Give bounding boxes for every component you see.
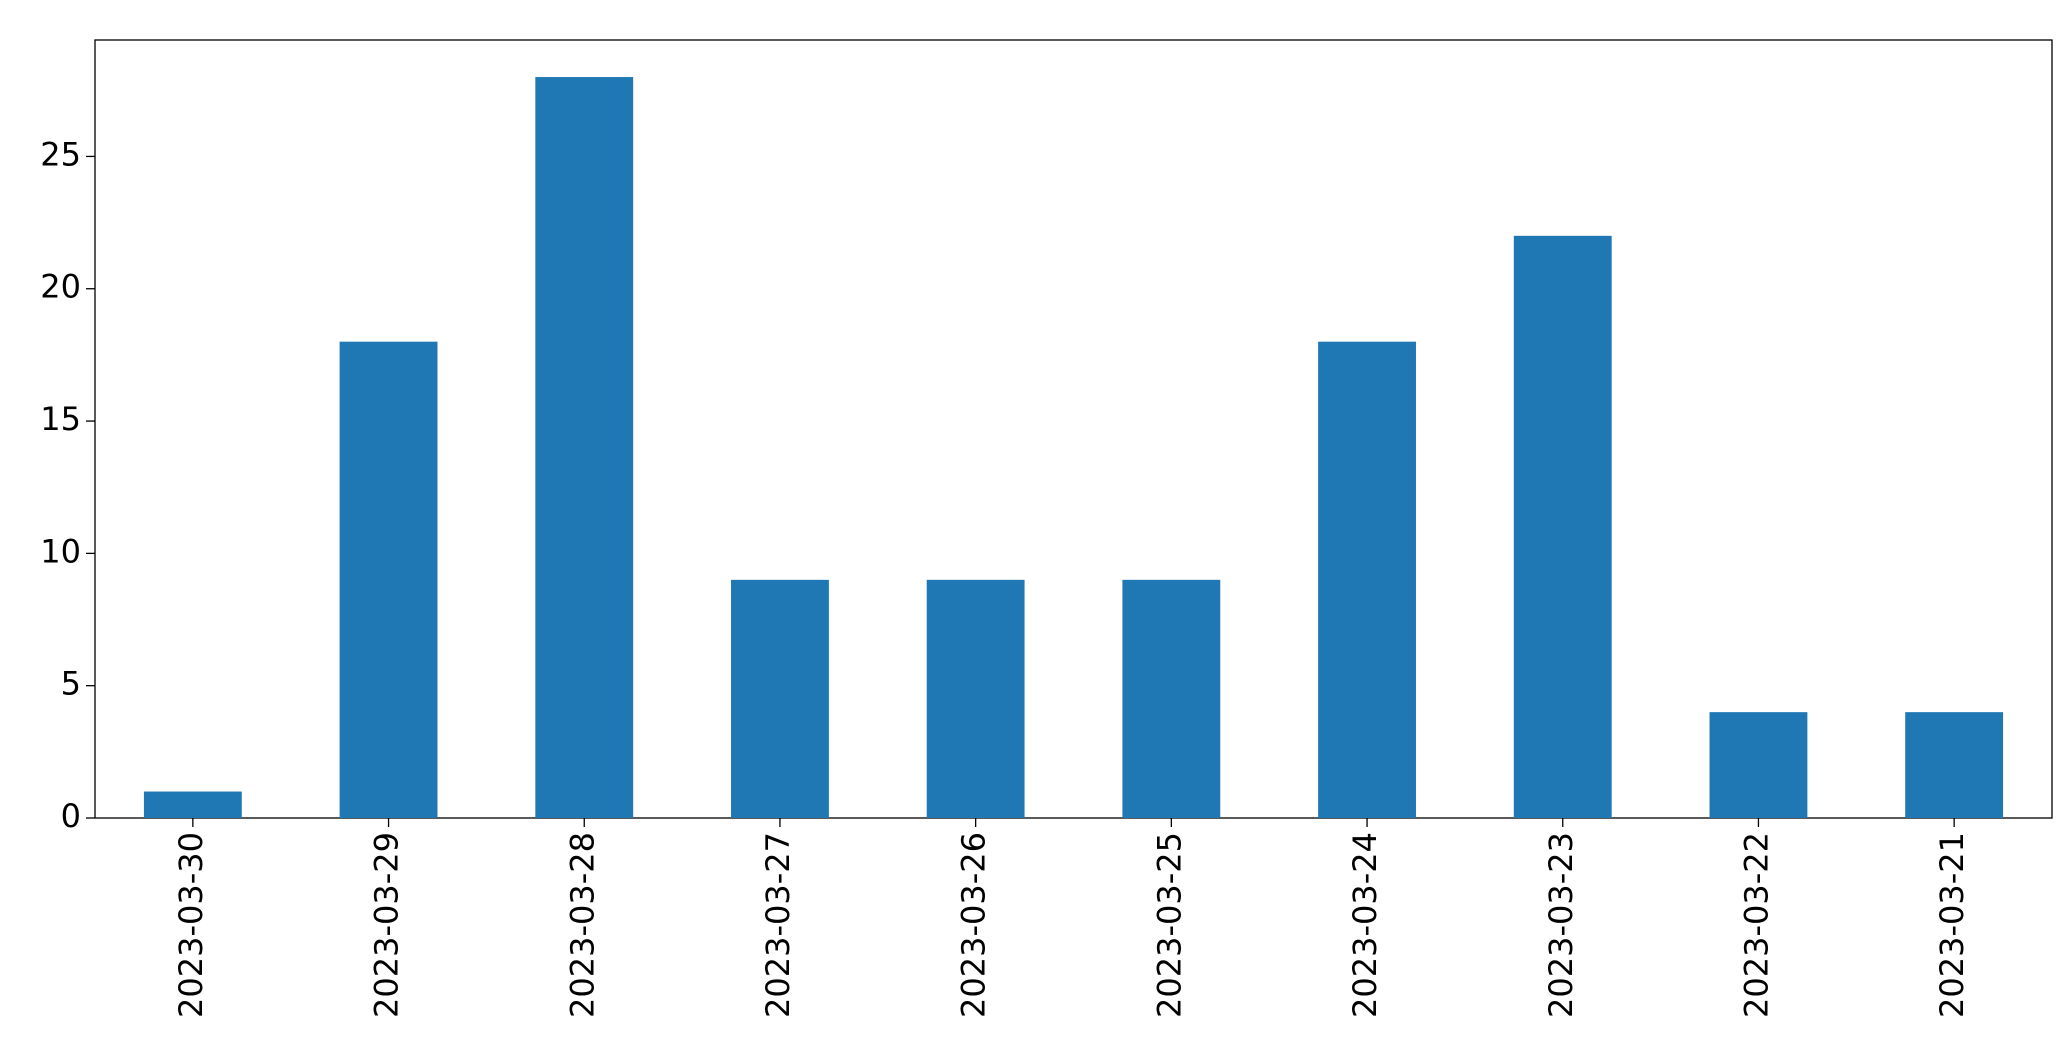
bar xyxy=(1709,712,1808,818)
bar xyxy=(1318,341,1416,818)
x-tick-label: 2023-03-25 xyxy=(1150,832,1188,1018)
y-tick-label: 20 xyxy=(40,268,81,306)
bar xyxy=(1122,579,1221,818)
bar xyxy=(926,579,1025,818)
plot-frame xyxy=(94,39,2053,819)
x-tick-label: 2023-03-23 xyxy=(1542,832,1580,1018)
bar xyxy=(535,77,634,819)
y-tick-label: 10 xyxy=(40,532,81,570)
bar xyxy=(143,791,242,818)
bar xyxy=(339,341,438,818)
bar xyxy=(1513,235,1612,819)
bar xyxy=(731,579,829,818)
x-tick-label: 2023-03-28 xyxy=(563,832,601,1018)
x-tick-label: 2023-03-24 xyxy=(1346,832,1384,1018)
x-tick-label: 2023-03-30 xyxy=(172,832,210,1018)
x-tick-label: 2023-03-26 xyxy=(955,832,993,1018)
y-tick-label: 5 xyxy=(61,665,81,703)
bar xyxy=(1905,712,2004,818)
y-tick-label: 25 xyxy=(40,135,81,173)
x-tick-label: 2023-03-22 xyxy=(1737,832,1775,1018)
y-tick-label: 0 xyxy=(61,797,81,835)
x-tick-label: 2023-03-27 xyxy=(759,832,797,1018)
x-tick-label: 2023-03-29 xyxy=(368,832,406,1018)
x-tick-label: 2023-03-21 xyxy=(1933,832,1971,1018)
y-tick-label: 15 xyxy=(40,400,81,438)
